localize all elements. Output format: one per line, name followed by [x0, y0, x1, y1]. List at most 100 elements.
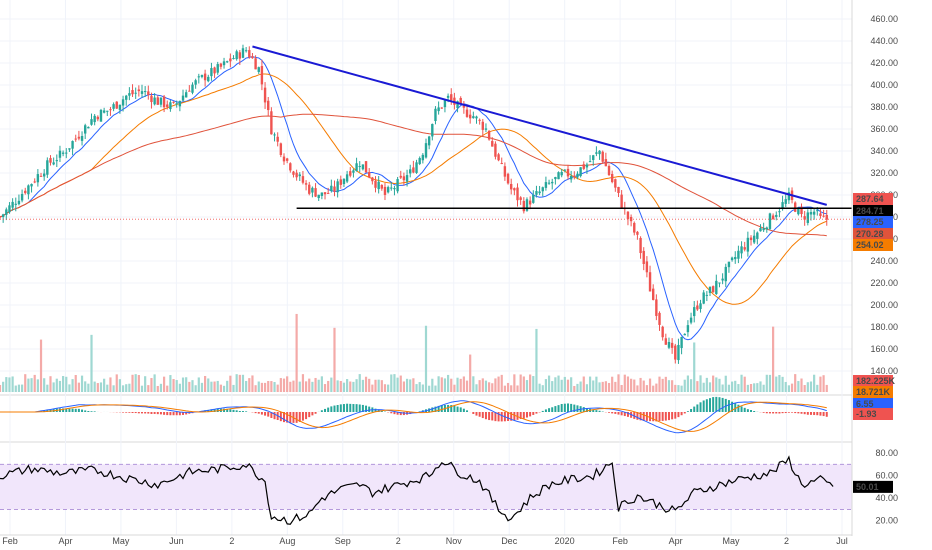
volume-bar [393, 374, 396, 392]
macd-histogram-bar [693, 406, 696, 412]
macd-histogram-bar [655, 412, 658, 422]
macd-histogram-bar [721, 397, 724, 412]
macd-histogram-bar [267, 412, 270, 417]
candlesticks [0, 44, 828, 364]
time-tick-label: Apr [58, 536, 72, 546]
macd-histogram-bar [787, 412, 790, 413]
candle-body [96, 116, 100, 120]
candle-body [285, 158, 289, 161]
volume-bar [207, 378, 210, 392]
candle-body [342, 178, 346, 185]
candle-body [484, 128, 488, 130]
candle-body [263, 87, 267, 103]
candle-body [298, 174, 301, 177]
macd-histogram-bar [563, 403, 566, 412]
macd-histogram-bar [551, 407, 554, 412]
volume-bar [532, 376, 535, 392]
macd-histogram-bar [374, 408, 377, 412]
candle-body [355, 163, 358, 172]
candle-body [806, 212, 810, 223]
volume-bar [778, 375, 781, 392]
volume-bar [396, 377, 399, 392]
candle-body [314, 188, 317, 197]
volume-bar [68, 384, 71, 392]
price-label-bg [853, 216, 893, 228]
volume-bar [286, 376, 289, 392]
candle-body [670, 342, 674, 348]
macd-histogram-bar [690, 409, 693, 412]
time-tick-label: Dec [501, 536, 518, 546]
volume-bar [8, 377, 11, 392]
volume-bar [456, 377, 459, 392]
macd-histogram-bar [159, 412, 162, 415]
macd-histogram-bar [797, 412, 800, 414]
macd-histogram-bar [768, 412, 771, 414]
macd-histogram-bar [380, 410, 383, 412]
volume-bar [349, 381, 352, 392]
macd-histogram-bar [308, 412, 311, 418]
candle-body [506, 173, 510, 184]
macd-histogram-bar [595, 410, 598, 412]
macd-histogram-bar [699, 402, 702, 412]
price-tick-label: 360.00 [870, 124, 898, 134]
volume-bar [30, 378, 33, 392]
candle-body [125, 95, 128, 100]
volume-bar [374, 379, 377, 392]
candle-body [295, 172, 298, 178]
macd-histogram-bar [532, 412, 535, 415]
macd-histogram-bar [90, 411, 93, 412]
volume-bar [544, 379, 548, 392]
candle-body [749, 237, 753, 241]
volume-bar [522, 376, 525, 392]
volume-bar [601, 381, 604, 392]
macd-histogram-bar [358, 404, 361, 412]
candle-body [674, 345, 677, 360]
candle-body [787, 192, 791, 201]
candle-body [462, 105, 466, 108]
macd-histogram-bar [178, 412, 181, 416]
time-axis[interactable]: Feb Apr May Jun 2 Aug Sep 2 Nov Dec 2020 Feb Apr May 2… [0, 534, 852, 546]
price-label: 278.25 [856, 217, 884, 227]
volume-bar [43, 378, 46, 392]
volume-bar [582, 376, 585, 392]
macd-histogram-bar [529, 412, 532, 417]
candle-body [147, 91, 150, 95]
candle-body [648, 272, 652, 292]
price-label: 284.71 [856, 206, 884, 216]
volume-bar [80, 375, 84, 392]
candle-body [156, 97, 159, 105]
candle-body [326, 192, 330, 194]
candle-body [409, 169, 412, 174]
volume-bar [469, 354, 472, 392]
volume-bar [686, 375, 690, 392]
trendline [252, 45, 828, 206]
macd-histogram-bar [813, 412, 816, 416]
macd-histogram-bar [743, 407, 746, 412]
candle-body [336, 181, 339, 193]
volume-bar [390, 374, 393, 392]
volume-bar [636, 385, 639, 392]
volume-bar [342, 382, 346, 392]
macd-histogram-bar [510, 412, 513, 421]
candle-body [645, 261, 649, 273]
volume-bar [295, 313, 298, 392]
macd-histogram-bar [718, 397, 721, 412]
candle-body [301, 176, 305, 183]
volume-bar [538, 383, 541, 392]
volume-bar [693, 342, 696, 392]
macd-histogram-bar [46, 409, 49, 412]
candle-body [36, 174, 40, 183]
volume-bar [667, 380, 671, 392]
macd-histogram-bar [279, 412, 282, 422]
candle-body [317, 194, 320, 199]
macd-histogram-bar [778, 412, 781, 414]
volume-bar [339, 380, 342, 392]
volume-bar [506, 382, 510, 392]
candle-body [396, 179, 399, 192]
candle-body [166, 104, 169, 107]
volume-bar [708, 382, 712, 392]
candle-body [352, 170, 355, 173]
candle-body [102, 110, 106, 113]
drawn-lines[interactable] [0, 45, 852, 220]
